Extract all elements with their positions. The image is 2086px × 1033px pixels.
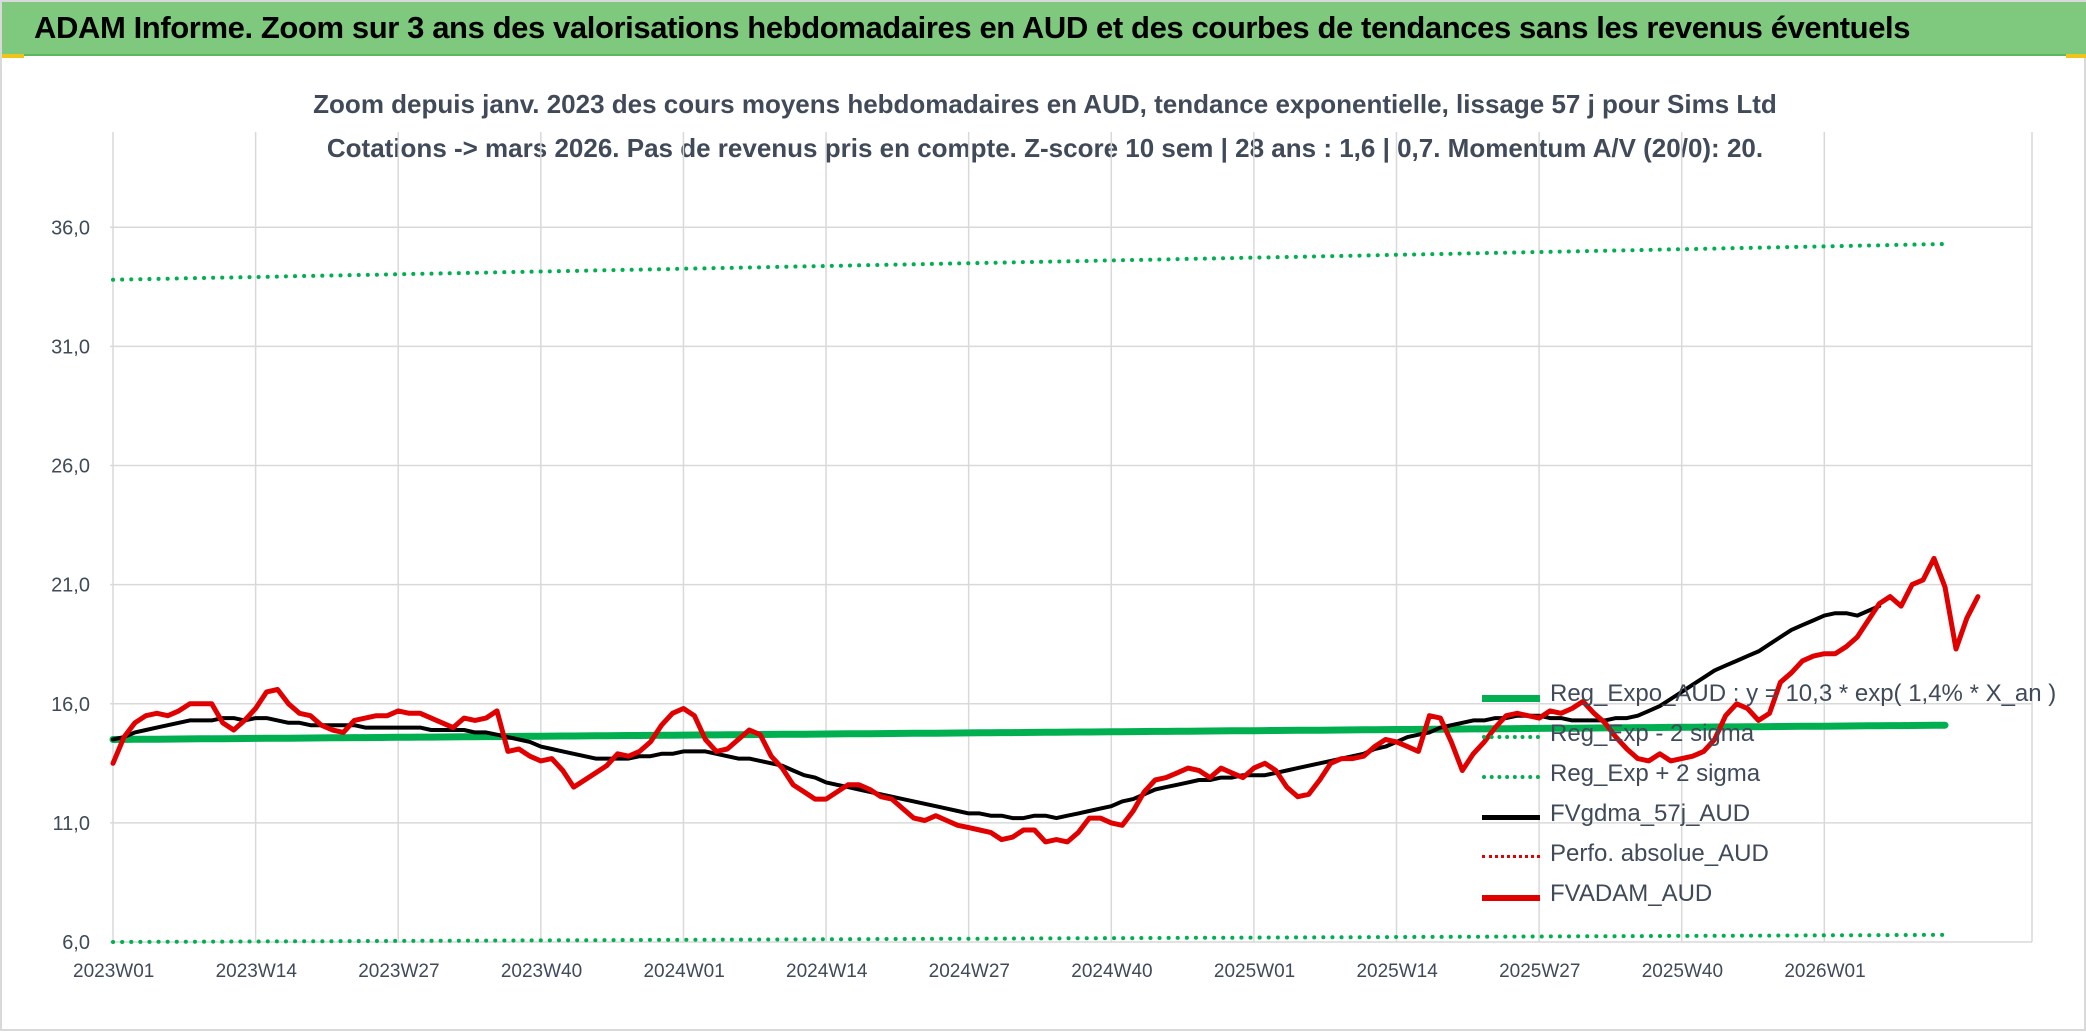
header-corner-left xyxy=(2,54,24,58)
x-axis-tick-labels: 2023W01 2023W14 2023W27 2023W40 2024W01 2024W… xyxy=(73,961,1866,982)
legend-item-reg-minus: Reg_Exp - 2 sigma xyxy=(1482,718,2082,758)
chart-title-block: Zoom depuis janv. 2023 des cours moyens … xyxy=(2,82,2086,170)
series-fvadam xyxy=(110,555,1981,845)
x-tick-label-7: 2024W40 xyxy=(1071,961,1152,982)
y-axis-tick-labels: 6,0 11,0 16,0 21,0 26,0 31,0 36,0 xyxy=(51,217,90,954)
series-reg-expo xyxy=(109,721,1949,743)
x-tick-label-0: 2023W01 xyxy=(73,961,154,982)
legend-item-perfo: Perfo. absolue_AUD xyxy=(1482,838,2082,878)
series-reg-minus-2sigma xyxy=(111,932,1947,944)
header-corner-right xyxy=(2066,54,2086,58)
chart-legend: Reg_Expo_AUD : y = 10,3 * exp( 1,4% * X_… xyxy=(1482,678,2082,918)
legend-label-reg-minus: Reg_Exp - 2 sigma xyxy=(1550,720,1755,747)
chart-subtitle: Cotations -> mars 2026. Pas de revenus p… xyxy=(326,133,1764,163)
y-tick-label-3: 21,0 xyxy=(51,575,90,597)
legend-label-fvgdma: FVgdma_57j_AUD xyxy=(1550,800,1751,827)
y-tick-label-5: 31,0 xyxy=(51,336,90,358)
legend-swatch-fvgdma xyxy=(1482,815,1540,820)
x-tick-label-12: 2026W01 xyxy=(1784,961,1865,982)
y-tick-label-2: 16,0 xyxy=(51,694,90,716)
legend-label-fvadam: FVADAM_AUD xyxy=(1550,880,1713,907)
series-reg-plus-2sigma xyxy=(111,242,1947,282)
legend-swatch-fvadam xyxy=(1482,895,1540,901)
x-tick-label-2: 2023W27 xyxy=(358,961,439,982)
legend-label-perfo: Perfo. absolue_AUD xyxy=(1550,840,1769,867)
legend-item-fvadam: FVADAM_AUD xyxy=(1482,878,2082,918)
report-header: ADAM Informe. Zoom sur 3 ans des valoris… xyxy=(2,2,2086,58)
legend-swatch-perfo xyxy=(1482,855,1540,858)
x-tick-label-11: 2025W40 xyxy=(1642,961,1723,982)
legend-item-fvgdma: FVgdma_57j_AUD xyxy=(1482,798,2082,838)
x-tick-label-6: 2024W27 xyxy=(929,961,1010,982)
report-title: ADAM Informe. Zoom sur 3 ans des valoris… xyxy=(34,10,1911,45)
x-tick-label-3: 2023W40 xyxy=(501,961,582,982)
x-tick-label-9: 2025W14 xyxy=(1356,961,1438,982)
legend-swatch-reg-minus xyxy=(1482,735,1540,739)
x-tick-label-10: 2025W27 xyxy=(1499,961,1580,982)
legend-label-reg-expo: Reg_Expo_AUD : y = 10,3 * exp( 1,4% * X_… xyxy=(1550,680,2057,707)
vertical-gridlines xyxy=(112,132,2033,942)
legend-item-reg-expo: Reg_Expo_AUD : y = 10,3 * exp( 1,4% * X_… xyxy=(1482,678,2082,718)
y-tick-label-6: 36,0 xyxy=(51,217,90,239)
legend-item-reg-plus: Reg_Exp + 2 sigma xyxy=(1482,758,2082,798)
legend-swatch-reg-plus xyxy=(1482,775,1540,779)
legend-label-reg-plus: Reg_Exp + 2 sigma xyxy=(1550,760,1761,787)
x-tick-label-4: 2024W01 xyxy=(643,961,724,982)
y-tick-label-1: 11,0 xyxy=(53,813,90,835)
legend-swatch-reg-expo xyxy=(1482,695,1540,702)
series-fvgdma xyxy=(111,604,1882,821)
x-tick-label-5: 2024W14 xyxy=(786,961,868,982)
chart-title: Zoom depuis janv. 2023 des cours moyens … xyxy=(313,89,1777,119)
y-tick-label-0: 6,0 xyxy=(62,932,90,954)
series-layer xyxy=(109,242,1981,944)
x-tick-label-1: 2023W14 xyxy=(216,961,298,982)
y-tick-label-4: 26,0 xyxy=(51,456,90,478)
x-tick-label-8: 2025W01 xyxy=(1214,961,1295,982)
